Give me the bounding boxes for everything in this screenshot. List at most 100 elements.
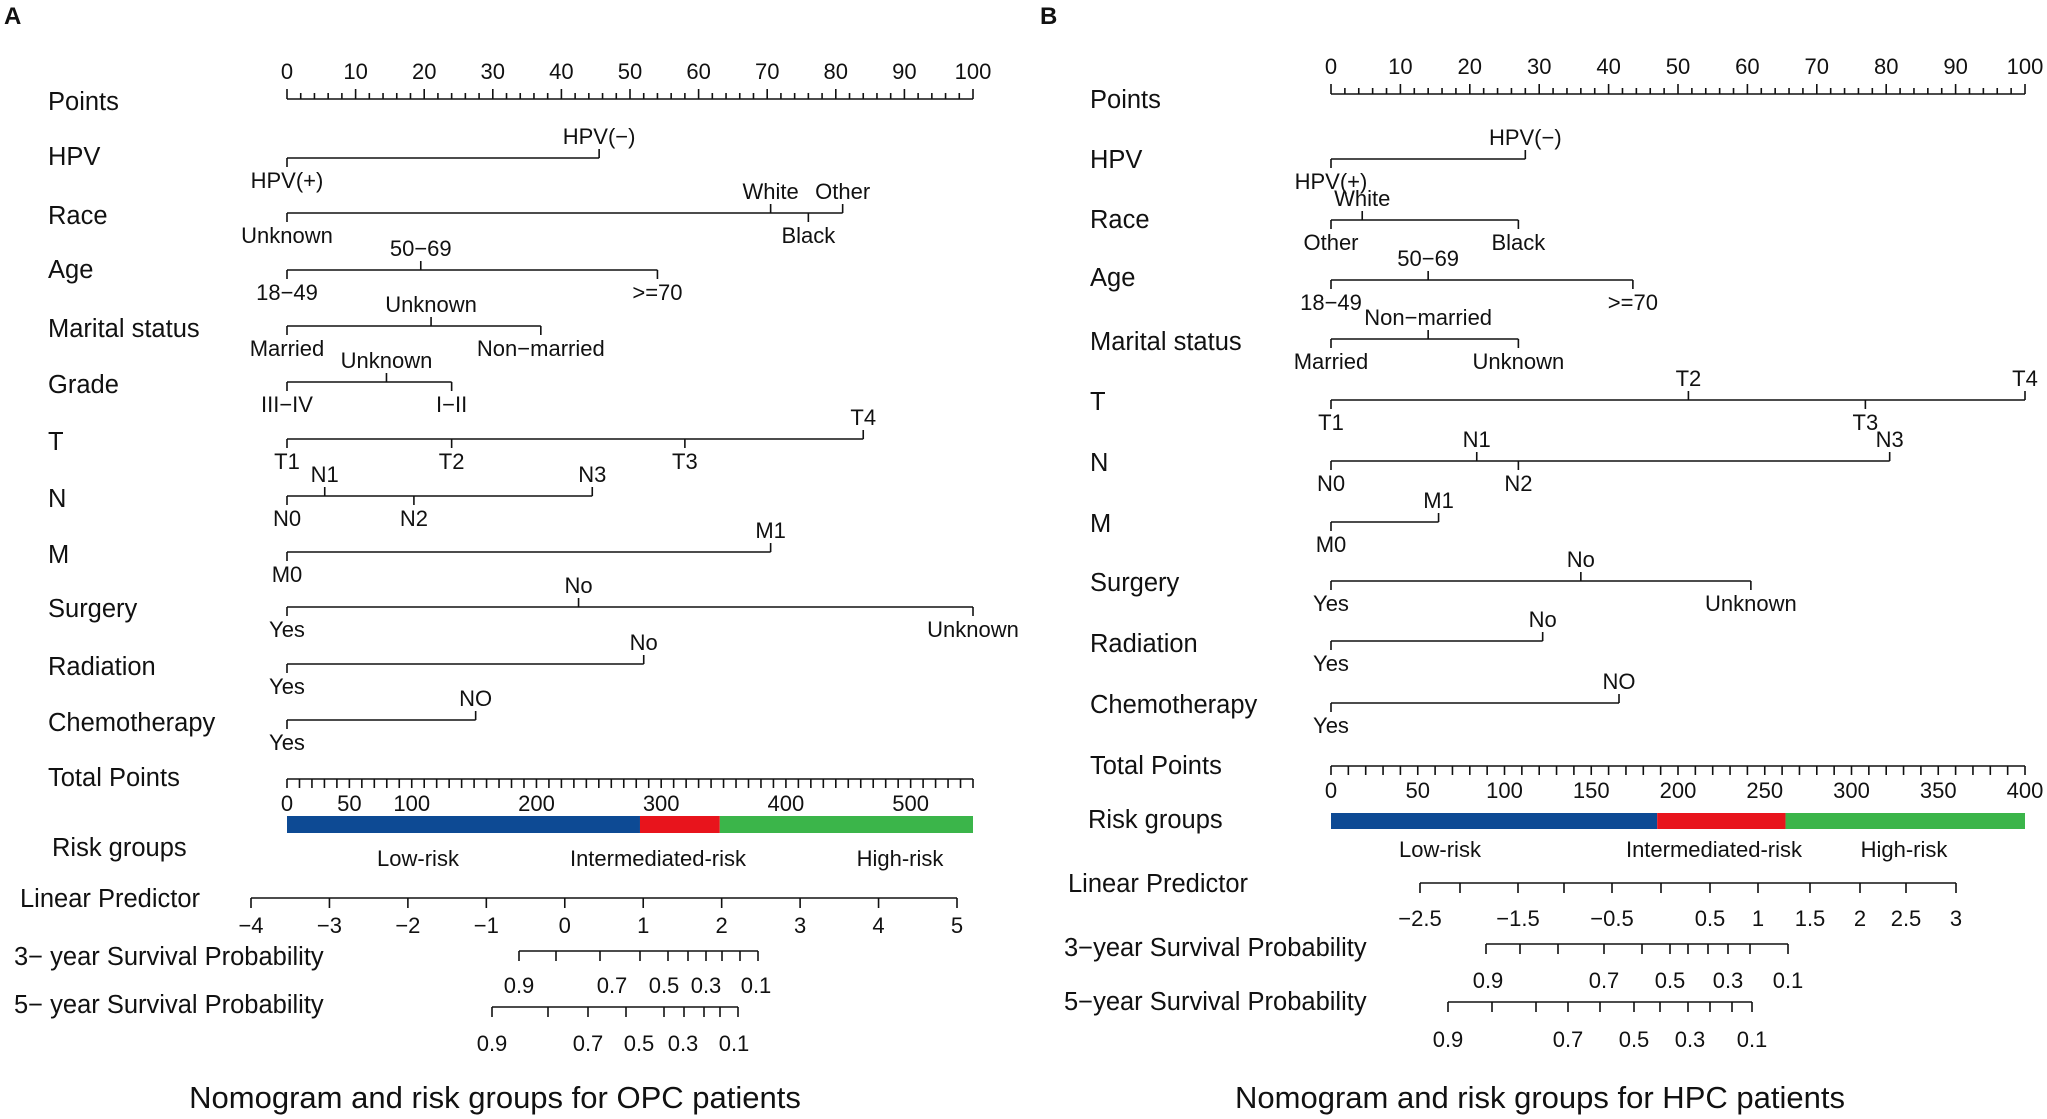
linear-predictor-tick-label: 3 <box>794 913 806 938</box>
predictor-label: Race <box>1090 206 1150 234</box>
survival-tick-label: 0.5 <box>1655 968 1686 993</box>
level-label: NO <box>1603 669 1636 694</box>
predictor-label: Chemotherapy <box>1090 691 1258 719</box>
predictor-row-hpv: HPV HPV(+) HPV(−) <box>48 124 636 193</box>
survival-tick-label: 0.1 <box>741 973 772 998</box>
points-tick-label: 80 <box>1874 54 1898 79</box>
linear-predictor-tick-label: 0 <box>559 913 571 938</box>
predictor-row-surgery: Surgery Yes No Unknown <box>48 573 1019 642</box>
risk-segment-low-risk <box>1331 813 1658 829</box>
level-label: N1 <box>1463 427 1491 452</box>
figure-caption: Nomogram and risk groups for OPC patient… <box>189 1080 801 1115</box>
level-label: N3 <box>1876 427 1904 452</box>
level-label: Yes <box>269 674 305 699</box>
points-tick-label: 60 <box>1735 54 1759 79</box>
level-label: T1 <box>1318 410 1344 435</box>
linear-predictor-tick-label: 1 <box>637 913 649 938</box>
level-label: N2 <box>400 506 428 531</box>
level-label: HPV(+) <box>251 168 324 193</box>
points-tick-label: 100 <box>2007 54 2044 79</box>
linear-predictor-tick-label: 1.5 <box>1795 906 1826 931</box>
predictor-label: M <box>48 541 69 569</box>
linear-predictor-tick-label: 2.5 <box>1891 906 1922 931</box>
level-label: Non−married <box>477 336 605 361</box>
predictor-label: HPV <box>48 143 100 171</box>
level-label: Yes <box>1313 713 1349 738</box>
survival-5yr-axis: 0.9 0.7 0.5 0.3 0.1 <box>477 1006 749 1056</box>
level-label: T1 <box>274 449 300 474</box>
predictor-label: Surgery <box>48 595 138 623</box>
predictor-label: Grade <box>48 371 119 399</box>
level-label: HPV(+) <box>1295 169 1368 194</box>
points-tick-label: 60 <box>686 59 710 84</box>
linear-predictor-label: Linear Predictor <box>1068 870 1249 898</box>
level-label: Yes <box>269 617 305 642</box>
survival-tick-label: 0.9 <box>504 973 535 998</box>
survival-tick-label: 0.9 <box>477 1031 508 1056</box>
level-label: Unknown <box>927 617 1019 642</box>
level-label: N0 <box>273 506 301 531</box>
level-label: Yes <box>1313 651 1349 676</box>
risk-groups-label: Risk groups <box>52 834 187 862</box>
total-points-tick-label: 300 <box>643 791 680 816</box>
level-label: No <box>1529 607 1557 632</box>
level-label: Black <box>781 223 836 248</box>
points-tick-label: 80 <box>824 59 848 84</box>
points-axis-label: Points <box>48 88 119 116</box>
predictor-row-radiation: Radiation Yes No <box>1090 607 1557 676</box>
level-label: Unknown <box>341 348 433 373</box>
panel-b-hpc-nomogram: B Points 0 10 20 30 40 50 60 70 80 90 100 HPVHPV(+… <box>1040 3 2043 1115</box>
linear-predictor-tick-label: −3 <box>317 913 342 938</box>
total-points-tick-label: 400 <box>2007 778 2044 803</box>
level-label: >=70 <box>632 280 682 305</box>
level-label: NO <box>459 686 492 711</box>
survival-tick-label: 0.7 <box>1553 1027 1584 1052</box>
total-points-axis: 0 50 100 150 200 250 300 350 400 <box>1325 765 2044 803</box>
risk-group-label: Low-risk <box>1399 837 1482 862</box>
points-tick-label: 40 <box>1596 54 1620 79</box>
linear-predictor-tick-label: −1.5 <box>1496 906 1539 931</box>
level-label: Other <box>1303 230 1358 255</box>
linear-predictor-tick-label: −0.5 <box>1590 906 1633 931</box>
survival-3yr-label: 3−year Survival Probability <box>1064 934 1367 962</box>
total-points-tick-label: 100 <box>393 791 430 816</box>
predictor-label: HPV <box>1090 146 1142 174</box>
predictor-rows: HPV HPV(+) HPV(−) Race Unknown White Black Othe… <box>48 124 1019 755</box>
level-label: Unknown <box>385 292 477 317</box>
predictor-row-hpv: HPV HPV(+) HPV(−) <box>1090 125 1562 194</box>
level-label: M0 <box>1316 532 1347 557</box>
level-label: >=70 <box>1608 290 1658 315</box>
predictor-label: Chemotherapy <box>48 709 216 737</box>
predictor-row-t: T T1 T2 T3 T4 <box>1090 366 2038 435</box>
survival-tick-label: 0.5 <box>1619 1027 1650 1052</box>
predictor-row-race: Race Other White Black <box>1090 186 1546 255</box>
risk-segment-high-risk <box>1785 813 2025 829</box>
level-label: T2 <box>1676 366 1702 391</box>
level-label: 50−69 <box>390 236 452 261</box>
level-label: Non−married <box>1364 305 1492 330</box>
points-tick-label: 90 <box>1943 54 1967 79</box>
points-tick-label: 50 <box>1666 54 1690 79</box>
predictor-row-surgery: Surgery Yes No Unknown <box>1090 547 1797 616</box>
predictor-label: Age <box>48 256 93 284</box>
predictor-label: T <box>1090 388 1106 416</box>
level-label: White <box>743 179 799 204</box>
points-axis: 0 10 20 30 40 50 60 70 80 90 100 <box>1325 54 2044 95</box>
linear-predictor-tick-label: 0.5 <box>1695 906 1726 931</box>
survival-tick-label: 0.3 <box>1675 1027 1706 1052</box>
level-label: Married <box>250 336 325 361</box>
total-points-tick-label: 400 <box>768 791 805 816</box>
survival-tick-label: 0.9 <box>1433 1027 1464 1052</box>
survival-tick-label: 0.5 <box>649 973 680 998</box>
points-tick-label: 10 <box>1388 54 1412 79</box>
risk-group-label: High-risk <box>1861 837 1949 862</box>
level-label: 18−49 <box>1300 290 1362 315</box>
predictor-row-n: N N0 N1 N2 N3 <box>48 462 606 531</box>
predictor-label: Race <box>48 202 108 230</box>
survival-tick-label: 0.3 <box>668 1031 699 1056</box>
risk-segment-intermediated-risk <box>1657 813 1786 829</box>
linear-predictor-tick-label: −4 <box>238 913 263 938</box>
points-tick-label: 40 <box>549 59 573 84</box>
risk-group-label: Low-risk <box>377 846 460 871</box>
